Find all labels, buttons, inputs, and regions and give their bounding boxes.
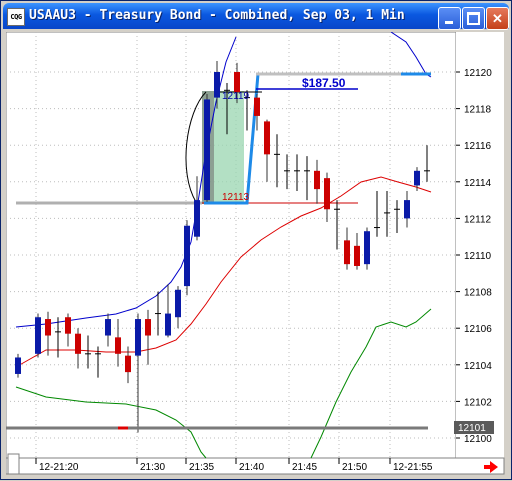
maximize-button[interactable] — [462, 7, 485, 30]
profit-label: $187.50 — [302, 76, 346, 90]
ma-lower-line-left — [15, 386, 207, 459]
candle-body — [125, 355, 131, 373]
x-axis-panel — [5, 457, 505, 475]
x-tick-label: 12-21:20 — [39, 462, 79, 473]
candle-body — [414, 170, 420, 186]
y-tick-label: 12108 — [464, 288, 492, 299]
candle-body — [135, 319, 141, 356]
candle-body — [105, 319, 111, 336]
price-chart[interactable]: 12101 12119 12113 $187.50 12120 12118 1211… — [5, 31, 506, 476]
candle-body — [204, 99, 210, 201]
high-label: 12119 — [222, 91, 250, 102]
ma-upper-line-left — [15, 36, 237, 328]
y-tick-label: 12114 — [464, 178, 492, 189]
candle-body — [15, 357, 21, 374]
candle-body — [254, 97, 260, 116]
candle-body — [75, 333, 81, 354]
x-tick-label: 21:35 — [189, 462, 214, 473]
y-tick-label: 12102 — [464, 397, 492, 408]
x-tick-label: 21:40 — [239, 462, 264, 473]
candle-body — [165, 313, 171, 336]
selection-bracket — [185, 91, 207, 203]
x-tick-label: 12-21:55 — [393, 462, 433, 473]
y-tick-label: 12106 — [464, 324, 492, 335]
app-icon-label: CQG — [10, 13, 22, 21]
candle-body — [264, 121, 270, 155]
candle-body — [35, 317, 41, 354]
ma-lower-line-right — [310, 308, 432, 459]
candle-body — [194, 200, 200, 237]
candle-body — [354, 245, 360, 266]
candle-body — [364, 231, 370, 265]
candle-body — [145, 319, 151, 336]
candles — [15, 61, 430, 433]
candle-body — [115, 337, 121, 354]
candle-body — [324, 178, 330, 210]
app-icon[interactable]: CQG — [7, 8, 25, 26]
candle-body — [314, 170, 320, 190]
candle-body — [404, 200, 410, 219]
y-tick-label: 12100 — [464, 434, 492, 445]
title-bar[interactable]: CQG USAAU3 - Treasury Bond - Combined, S… — [3, 3, 509, 30]
window-title: USAAU3 - Treasury Bond - Combined, Sep 0… — [29, 8, 405, 23]
y-axis-ticks: 12120 12118 12116 12114 12112 12110 12108 12106… — [456, 68, 492, 445]
candle-body — [184, 225, 190, 287]
chart-area[interactable]: 12101 12119 12113 $187.50 12120 12118 1211… — [5, 31, 506, 476]
scroll-handle[interactable] — [7, 453, 20, 475]
y-tick-label: 12112 — [464, 214, 492, 225]
x-tick-label: 21:50 — [342, 462, 367, 473]
y-axis-panel — [456, 32, 504, 458]
candle-body — [175, 289, 181, 318]
candle-body — [214, 72, 220, 98]
x-tick-label: 21:30 — [140, 462, 165, 473]
y-tick-label: 12116 — [464, 141, 492, 152]
candle-body — [234, 72, 240, 93]
minimize-icon — [445, 21, 453, 24]
x-tick-label: 21:45 — [292, 462, 317, 473]
candle-body — [344, 240, 350, 265]
last-price-value: 12101 — [458, 423, 486, 434]
candle-body — [65, 317, 71, 334]
y-tick-label: 12118 — [464, 105, 492, 116]
minimize-button[interactable] — [438, 7, 461, 30]
x-axis-ticks: 12-21:20 21:30 21:35 21:40 21:45 21:50 12-21:5… — [35, 458, 433, 473]
low-label: 12113 — [222, 192, 250, 203]
candle-body — [45, 319, 51, 336]
scroll-right-icon[interactable] — [484, 461, 498, 473]
last-price-tag — [454, 421, 494, 434]
y-tick-label: 12104 — [464, 361, 492, 372]
close-button[interactable]: ✕ — [486, 7, 509, 30]
y-tick-label: 12110 — [464, 251, 492, 262]
y-tick-label: 12120 — [464, 68, 492, 79]
maximize-icon — [467, 12, 480, 25]
